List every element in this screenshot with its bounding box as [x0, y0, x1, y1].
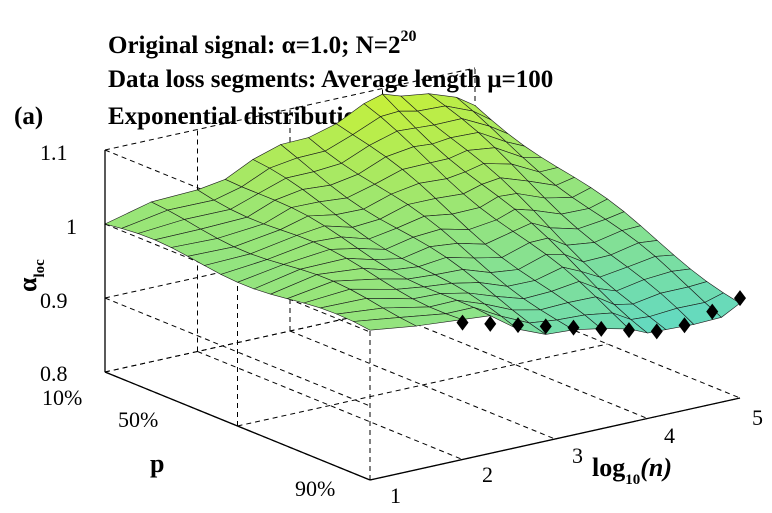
grid-line	[197, 351, 463, 460]
z-tick-label: 1	[66, 214, 77, 239]
x-tick-label: 3	[572, 443, 583, 468]
grid-line	[104, 67, 476, 151]
marker-diamond	[567, 319, 580, 336]
grid-line	[104, 297, 371, 407]
z-tick-label: 0.8	[40, 361, 68, 386]
grid-line	[104, 223, 371, 333]
marker-diamond	[456, 314, 469, 331]
title-line-3: Exponential distribution	[108, 103, 370, 130]
grid-line	[289, 330, 556, 440]
x-tick-label: 4	[664, 423, 675, 448]
x-axis-line	[369, 397, 741, 481]
marker-diamond	[595, 320, 608, 337]
z-tick-label: 0.9	[40, 288, 68, 313]
y-tick-label: 50%	[118, 407, 158, 432]
title-line-2: Data loss segments: Average length μ=100	[108, 66, 553, 93]
z-tick-label: 1.1	[40, 140, 68, 165]
y-axis-label: p	[150, 449, 164, 478]
marker-series	[456, 290, 746, 340]
y-axis-line	[104, 371, 371, 481]
marker-diamond	[650, 323, 663, 340]
panel-label: (a)	[14, 103, 43, 130]
axes	[104, 150, 741, 481]
x-tick-label: 5	[752, 405, 763, 430]
marker-diamond	[706, 303, 719, 320]
y-ticks: 10% 50% 90%	[42, 385, 335, 501]
y-tick-label: 10%	[42, 385, 82, 410]
marker-diamond	[539, 318, 552, 335]
z-axis-label: αloc	[13, 259, 48, 292]
z-ticks: 1.1 1 0.9 0.8	[40, 140, 77, 386]
marker-diamond	[734, 290, 746, 307]
surface	[104, 93, 741, 335]
marker-diamond	[623, 322, 635, 339]
marker-diamond	[484, 315, 497, 332]
grid-line	[382, 310, 648, 419]
x-tick-label: 1	[390, 483, 401, 508]
grid-line	[237, 343, 608, 427]
y-tick-label: 90%	[295, 476, 335, 501]
marker-diamond	[678, 317, 691, 334]
marker-diamond	[512, 317, 524, 334]
x-axis-label: log10(n)	[592, 453, 672, 488]
title-line-1: Original signal: α=1.0; N=220	[108, 28, 416, 59]
x-tick-label: 2	[482, 462, 493, 487]
x-ticks: 1 2 3 4 5	[390, 405, 763, 508]
